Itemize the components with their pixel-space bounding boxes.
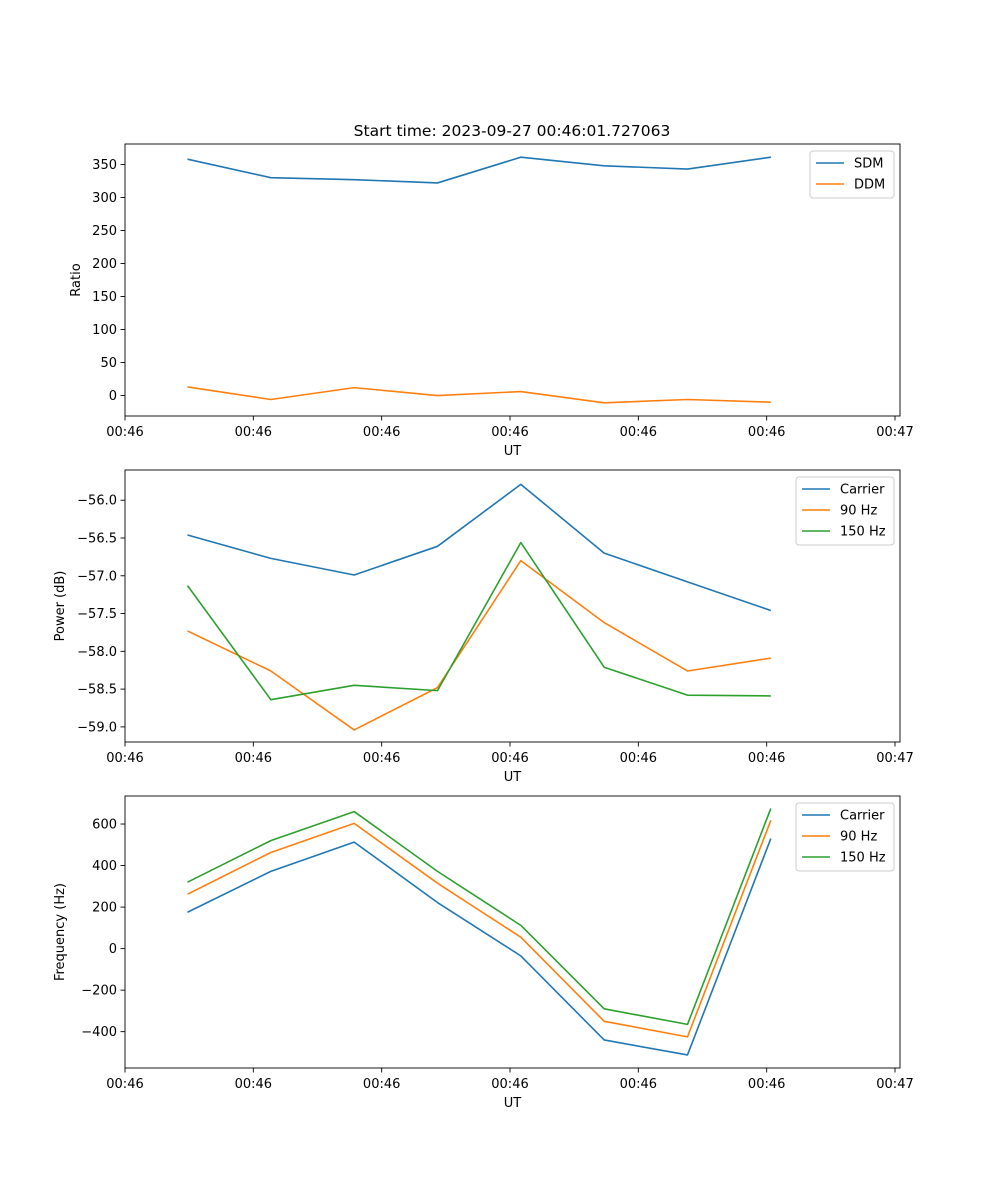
power-legend: Carrier 90 Hz 150 Hz (795, 476, 895, 546)
frequency-x-tick-label: 00:47 (876, 1077, 913, 1092)
power-y-tick-label: −59.0 (77, 720, 117, 735)
ratio-y-axis-label: Ratio (69, 263, 84, 296)
frequency-x-tick-label: 00:46 (235, 1077, 272, 1092)
frequency-x-tick-label: 00:46 (620, 1077, 657, 1092)
power-y-tick-label: −56.0 (77, 494, 117, 509)
frequency-y-axis-label: Frequency (Hz) (53, 883, 68, 981)
ratio-y-tick-label: 0 (109, 389, 117, 404)
power-panel: 00:46 00:46 00:46 00:46 00:46 00:46 00:47 −59.0… (53, 469, 914, 785)
power-x-tick-label: 00:47 (876, 751, 913, 766)
ratio-y-tick-label: 100 (92, 323, 117, 338)
ratio-legend: SDM DDM (809, 150, 895, 199)
ratio-x-tick-label: 00:46 (491, 425, 528, 440)
power-x-tick-label: 00:46 (491, 751, 528, 766)
ratio-x-tick-label: 00:47 (876, 425, 913, 440)
frequency-axes-frame (124, 795, 901, 1069)
power-y-tick-label: −58.5 (77, 683, 117, 698)
frequency-y-tick-label: 400 (92, 859, 117, 874)
power-x-tick-label: 00:46 (748, 751, 785, 766)
power-series-line-150-hz (186, 541, 771, 701)
frequency-legend-label-carrier: Carrier (840, 809, 885, 824)
figure-title: Start time: 2023-09-27 00:46:01.727063 (354, 122, 671, 140)
power-x-tick-label: 00:46 (620, 751, 657, 766)
frequency-legend: Carrier 90 Hz 150 Hz (795, 802, 895, 872)
power-y-tick-label: −58.0 (77, 645, 117, 660)
frequency-y-tick-label: 600 (92, 818, 117, 833)
ratio-series-line-sdm (187, 156, 771, 184)
frequency-legend-box (795, 802, 895, 872)
ratio-y-tick-label: 200 (92, 257, 117, 272)
power-y-tick-label: −57.0 (77, 569, 117, 584)
frequency-series-line-carrier (187, 838, 772, 1056)
frequency-x-tick-label: 00:46 (106, 1077, 143, 1092)
frequency-x-tick-label: 00:46 (491, 1077, 528, 1092)
ratio-y-tick-label: 50 (100, 356, 117, 371)
frequency-x-axis-label: UT (504, 1096, 522, 1111)
power-axes-frame (124, 469, 901, 743)
ratio-x-tick-label: 00:46 (106, 425, 143, 440)
power-x-tick-label: 00:46 (235, 751, 272, 766)
frequency-x-tick-label: 00:46 (748, 1077, 785, 1092)
frequency-y-tick-label: −400 (81, 1025, 117, 1040)
power-y-tick-label: −57.5 (77, 607, 117, 622)
ratio-legend-label-sdm: SDM (854, 157, 883, 172)
ratio-x-tick-label: 00:46 (748, 425, 785, 440)
power-y-axis-label: Power (dB) (53, 571, 68, 642)
ratio-series-line-ddm (187, 386, 771, 404)
frequency-legend-label-90-hz: 90 Hz (840, 830, 877, 845)
frequency-y-tick-label: 200 (92, 901, 117, 916)
frequency-series-line-90-hz (187, 820, 772, 1038)
frequency-y-tick-label: −200 (81, 984, 117, 999)
power-x-tick-label: 00:46 (363, 751, 400, 766)
frequency-panel: 00:46 00:46 00:46 00:46 00:46 00:46 00:47 −400 −… (53, 795, 914, 1111)
power-y-tick-label: −56.5 (77, 532, 117, 547)
ratio-y-tick-label: 150 (92, 290, 117, 305)
ratio-x-tick-label: 00:46 (620, 425, 657, 440)
ratio-y-tick-label: 250 (92, 224, 117, 239)
power-legend-label-90-hz: 90 Hz (840, 504, 877, 519)
power-x-axis-label: UT (504, 770, 522, 785)
power-legend-label-carrier: Carrier (840, 483, 885, 498)
ratio-panel: 00:46 00:46 00:46 00:46 00:46 00:46 00:47 0 50 10… (69, 143, 914, 459)
ratio-legend-label-ddm: DDM (854, 178, 885, 193)
ratio-y-tick-label: 350 (92, 158, 117, 173)
frequency-series-line-150-hz (187, 808, 772, 1026)
frequency-legend-label-150-hz: 150 Hz (840, 851, 886, 866)
frequency-y-tick-label: 0 (109, 942, 117, 957)
power-legend-label-150-hz: 150 Hz (840, 525, 886, 540)
ratio-x-tick-label: 00:46 (235, 425, 272, 440)
ratio-y-tick-label: 300 (92, 191, 117, 206)
ratio-x-axis-label: UT (504, 444, 522, 459)
power-series-line-90-hz (187, 559, 771, 731)
power-x-tick-label: 00:46 (106, 751, 143, 766)
power-legend-box (795, 476, 895, 546)
power-series-line-carrier (187, 483, 772, 612)
ratio-x-tick-label: 00:46 (363, 425, 400, 440)
ratio-axes-frame (124, 143, 901, 417)
frequency-x-tick-label: 00:46 (363, 1077, 400, 1092)
